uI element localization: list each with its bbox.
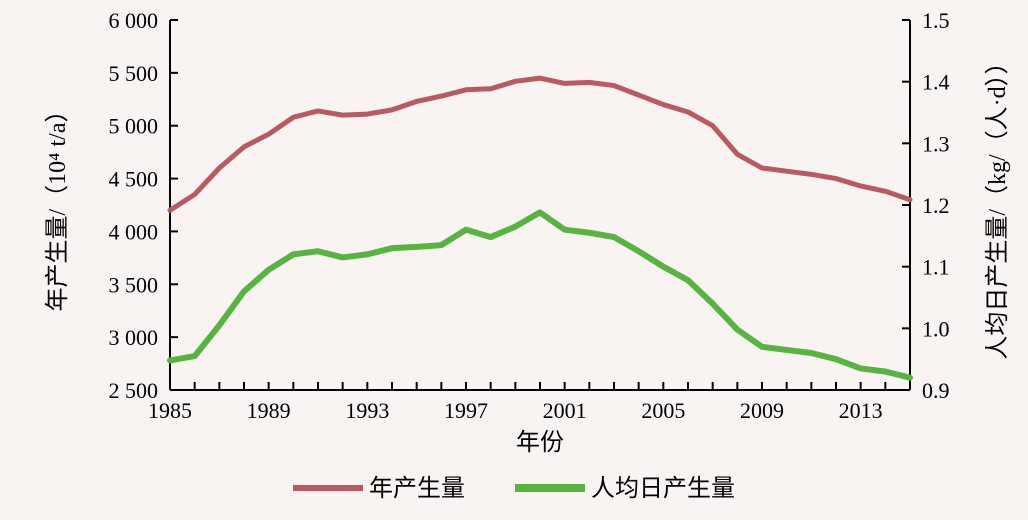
svg-text:2009: 2009 bbox=[740, 398, 784, 423]
svg-text:0.9: 0.9 bbox=[922, 378, 950, 403]
svg-text:5 500: 5 500 bbox=[109, 61, 159, 86]
svg-text:5 000: 5 000 bbox=[109, 114, 159, 139]
dual-axis-line-chart: 2 5003 0003 5004 0004 5005 0005 5006 000… bbox=[0, 0, 1028, 520]
svg-text:1993: 1993 bbox=[345, 398, 389, 423]
svg-text:1.4: 1.4 bbox=[922, 70, 950, 95]
svg-text:4 500: 4 500 bbox=[109, 167, 159, 192]
svg-text:4 000: 4 000 bbox=[109, 219, 159, 244]
y-left-axis-label: 年产生量/（10⁴ t/a） bbox=[44, 98, 71, 311]
svg-text:3 500: 3 500 bbox=[109, 272, 159, 297]
svg-text:1985: 1985 bbox=[148, 398, 192, 423]
svg-text:1989: 1989 bbox=[247, 398, 291, 423]
legend-item-0: 年产生量 bbox=[369, 475, 465, 502]
svg-text:1.2: 1.2 bbox=[922, 193, 950, 218]
svg-text:1.1: 1.1 bbox=[922, 255, 950, 280]
x-axis-label: 年份 bbox=[516, 429, 564, 456]
chart-svg: 2 5003 0003 5004 0004 5005 0005 5006 000… bbox=[0, 0, 1028, 520]
svg-text:2013: 2013 bbox=[839, 398, 883, 423]
svg-text:6 000: 6 000 bbox=[109, 8, 159, 33]
svg-text:1.3: 1.3 bbox=[922, 131, 950, 156]
svg-text:1.0: 1.0 bbox=[922, 316, 950, 341]
legend-item-1: 人均日产生量 bbox=[591, 475, 735, 502]
svg-text:1997: 1997 bbox=[444, 398, 488, 423]
svg-text:2001: 2001 bbox=[543, 398, 587, 423]
svg-text:3 000: 3 000 bbox=[109, 325, 159, 350]
svg-text:1.5: 1.5 bbox=[922, 8, 950, 33]
svg-text:2005: 2005 bbox=[641, 398, 685, 423]
y-right-axis-label: 人均日产生量/（kg/（人·d）） bbox=[984, 50, 1011, 359]
